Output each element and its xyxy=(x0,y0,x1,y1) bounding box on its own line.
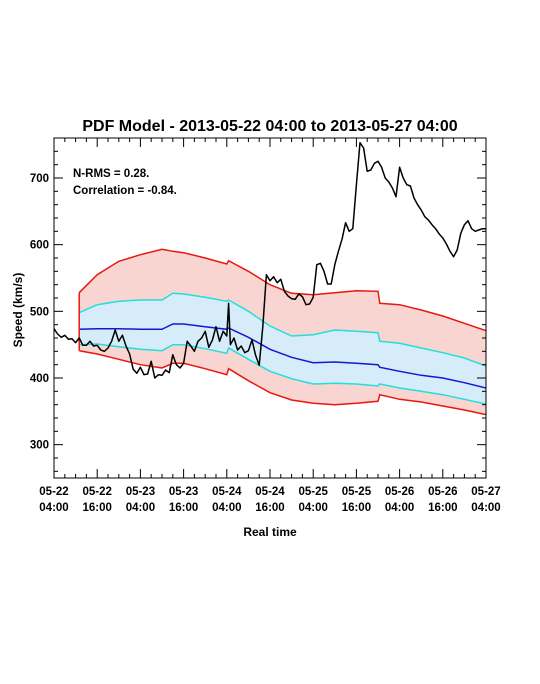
x-tick-date: 05-26 xyxy=(385,486,414,498)
x-tick-time: 04:00 xyxy=(212,502,241,514)
observed-line xyxy=(54,141,486,379)
series-group xyxy=(54,141,486,416)
x-tick-time: 16:00 xyxy=(169,502,198,514)
x-tick-date: 05-24 xyxy=(255,486,285,498)
lower-cyan-line xyxy=(79,343,486,405)
x-tick-date: 05-26 xyxy=(428,486,457,498)
n-rms-annotation: N-RMS = 0.28. xyxy=(73,168,149,180)
x-tick-time: 04:00 xyxy=(39,502,68,514)
x-tick-time: 04:00 xyxy=(471,502,500,514)
inner-band-fill xyxy=(79,293,486,404)
y-tick-label: 700 xyxy=(30,173,49,185)
y-tick-label: 500 xyxy=(30,306,49,318)
x-tick-time: 04:00 xyxy=(298,502,327,514)
x-axis-label: Real time xyxy=(243,525,297,539)
upper-red-line xyxy=(78,248,486,332)
axes: 300 400 500 600 700 05-22 04:00 05-22 16:00 05-23… xyxy=(30,137,501,514)
x-tick-time: 04:00 xyxy=(126,502,155,514)
y-axis-label: Speed (km/s) xyxy=(11,273,25,348)
y-tick-label: 300 xyxy=(30,440,49,452)
x-tick-date: 05-25 xyxy=(298,486,328,498)
x-tick-date: 05-22 xyxy=(39,486,68,498)
upper-cyan-line xyxy=(78,292,486,367)
chart-title: PDF Model - 2013-05-22 04:00 to 2013-05-… xyxy=(82,118,457,135)
y-tick-label: 400 xyxy=(30,373,49,385)
x-tick-time: 04:00 xyxy=(385,502,414,514)
correlation-annotation: Correlation = -0.84. xyxy=(73,185,177,197)
x-tick-time: 16:00 xyxy=(428,502,457,514)
x-tick-date: 05-22 xyxy=(82,486,111,498)
y-tick-label: 600 xyxy=(30,240,49,252)
lower-red-line xyxy=(79,349,486,416)
x-tick-time: 16:00 xyxy=(342,502,371,514)
x-tick-date: 05-27 xyxy=(471,486,500,498)
x-tick-date: 05-25 xyxy=(342,486,372,498)
x-tick-time: 16:00 xyxy=(82,502,111,514)
plot-area xyxy=(54,141,486,416)
x-tick-date: 05-24 xyxy=(212,486,242,498)
x-tick-time: 16:00 xyxy=(255,502,284,514)
median-blue-line xyxy=(79,323,486,389)
x-tick-date: 05-23 xyxy=(169,486,198,498)
x-tick-date: 05-23 xyxy=(126,486,155,498)
